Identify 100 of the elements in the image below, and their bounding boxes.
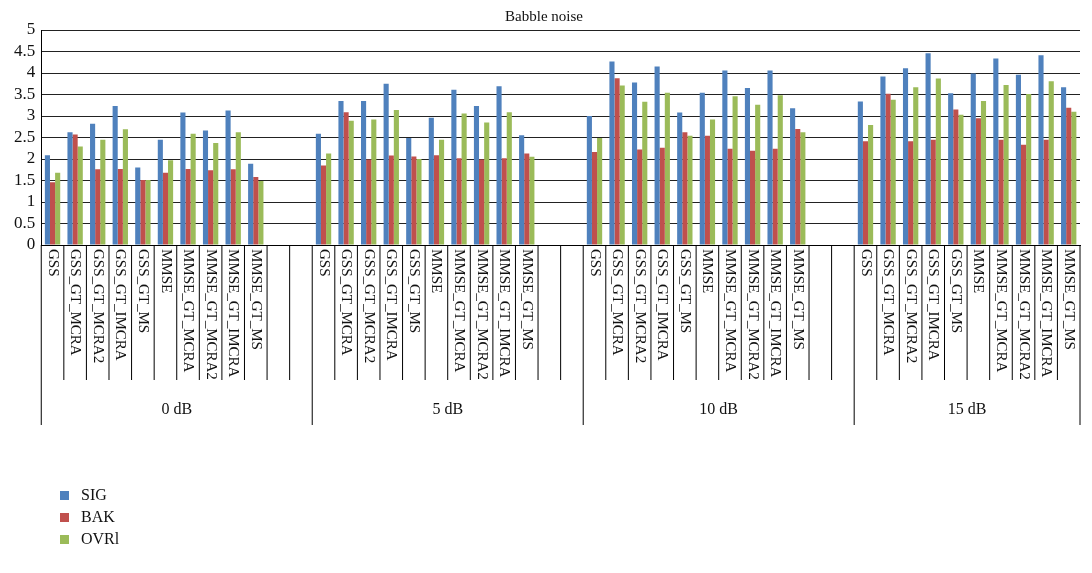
bar bbox=[637, 149, 643, 245]
bar bbox=[393, 109, 399, 245]
bar bbox=[699, 92, 705, 245]
x-tick-label: GSS_GT_MCRA2 bbox=[632, 249, 649, 364]
bar bbox=[225, 110, 231, 245]
bar bbox=[908, 141, 914, 245]
bar bbox=[857, 101, 863, 245]
bar bbox=[95, 169, 101, 245]
bar bbox=[326, 153, 332, 245]
bar bbox=[980, 100, 987, 245]
x-tick-label: GSS_GT_MCRA bbox=[881, 249, 898, 356]
bar bbox=[157, 139, 163, 245]
bar bbox=[704, 135, 710, 245]
bar bbox=[998, 139, 1004, 245]
bar bbox=[772, 148, 778, 245]
bar bbox=[925, 53, 931, 245]
y-tick-label: 1.5 bbox=[14, 169, 36, 189]
bar bbox=[117, 168, 123, 245]
bar bbox=[732, 96, 738, 245]
x-tick-label: GSS bbox=[858, 249, 875, 277]
bar bbox=[383, 83, 389, 245]
bar bbox=[800, 132, 806, 245]
bar bbox=[406, 137, 412, 245]
bar bbox=[659, 147, 665, 245]
bar bbox=[744, 88, 751, 245]
bar bbox=[890, 99, 896, 245]
legend-label: SIG bbox=[81, 486, 107, 504]
bar bbox=[72, 134, 78, 245]
y-tick-label: 4.5 bbox=[14, 40, 36, 60]
bar bbox=[168, 160, 174, 245]
x-tick-label: MMSE_GT_MS bbox=[790, 249, 807, 350]
x-tick-label: GSS bbox=[587, 249, 604, 277]
x-tick-label: GSS_GT_MCRA bbox=[610, 249, 627, 356]
x-tick-label: GSS_GT_MCRA2 bbox=[90, 249, 107, 364]
bar bbox=[315, 133, 321, 245]
bar bbox=[902, 68, 909, 245]
x-tick-label: MMSE_GT_IMCRA bbox=[226, 249, 243, 378]
x-tick-label: MMSE bbox=[429, 249, 446, 294]
bar bbox=[1003, 85, 1009, 245]
bar bbox=[953, 109, 959, 245]
bar bbox=[913, 87, 919, 245]
x-tick-label: MMSE_GT_IMCRA bbox=[768, 249, 785, 378]
bar bbox=[750, 150, 756, 245]
bar bbox=[880, 76, 886, 245]
bar bbox=[529, 156, 535, 245]
bar bbox=[55, 172, 61, 245]
bar bbox=[461, 113, 467, 245]
bar bbox=[642, 101, 648, 245]
y-tick-label: 0 bbox=[26, 234, 36, 254]
bar bbox=[145, 180, 151, 245]
bar bbox=[213, 143, 219, 245]
x-tick-label: GSS_GT_MS bbox=[406, 249, 423, 334]
bar bbox=[935, 78, 941, 245]
bar bbox=[755, 104, 761, 245]
bar bbox=[1020, 144, 1027, 245]
x-tick-label: GSS_GT_MCRA bbox=[339, 249, 356, 356]
bar bbox=[970, 73, 976, 245]
bar bbox=[722, 70, 728, 245]
bar bbox=[631, 82, 638, 245]
bar bbox=[112, 106, 118, 245]
y-tick-label: 2.5 bbox=[14, 126, 36, 146]
bar bbox=[343, 112, 349, 245]
bar bbox=[975, 118, 981, 245]
bar bbox=[777, 95, 783, 245]
bar bbox=[90, 123, 96, 245]
bar bbox=[709, 119, 716, 245]
x-tick-label: MMSE_GT_MCRA bbox=[723, 249, 740, 373]
y-tick-label: 0.5 bbox=[14, 212, 36, 232]
bar bbox=[524, 153, 530, 245]
bar bbox=[230, 169, 236, 245]
bar bbox=[473, 106, 480, 245]
bar bbox=[202, 130, 209, 245]
x-tick-label: MMSE_GT_MCRA2 bbox=[1016, 249, 1033, 380]
bar bbox=[790, 108, 796, 245]
bar bbox=[597, 137, 603, 245]
bar bbox=[248, 163, 254, 245]
x-tick-label: MMSE_GT_MCRA2 bbox=[745, 249, 762, 380]
bar bbox=[868, 125, 874, 245]
y-tick-label: 4 bbox=[26, 62, 36, 82]
y-tick-label: 5 bbox=[26, 19, 36, 39]
text: 0 dB bbox=[161, 400, 193, 418]
bar bbox=[1061, 87, 1067, 245]
text: 10 dB bbox=[699, 400, 739, 418]
x-tick-label: MMSE_GT_MCRA2 bbox=[203, 249, 220, 380]
bar bbox=[958, 114, 964, 245]
bar bbox=[190, 133, 196, 245]
x-tick-label: GSS_GT_MS bbox=[677, 249, 694, 334]
x-tick-label: MMSE_GT_IMCRA bbox=[1039, 249, 1056, 378]
bar bbox=[1015, 74, 1021, 245]
bar bbox=[795, 128, 801, 245]
bar bbox=[664, 92, 670, 245]
bar bbox=[44, 155, 50, 245]
x-tick-label: MMSE_GT_MCRA bbox=[181, 249, 198, 373]
y-tick-label: 3.5 bbox=[14, 83, 36, 103]
bar bbox=[609, 61, 615, 245]
chart-title: Babble noise bbox=[505, 7, 584, 24]
bar bbox=[677, 112, 683, 245]
x-tick-label: GSS_GT_MCRA2 bbox=[903, 249, 920, 364]
bar bbox=[682, 132, 688, 245]
bar bbox=[438, 139, 445, 245]
